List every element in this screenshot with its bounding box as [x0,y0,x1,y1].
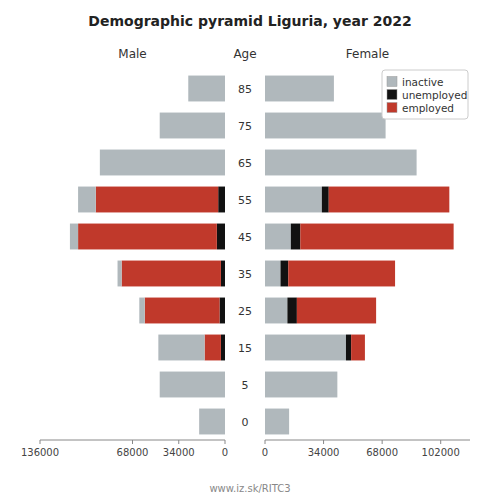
bar-segment [265,76,334,102]
tick-mark [40,440,41,444]
bar-segment [220,298,225,324]
chart: Demographic pyramid Liguria, year 2022 Ag… [0,0,500,500]
bar-segment [300,224,453,250]
bar-segment [289,409,290,435]
panel-header: Male [118,47,146,61]
bar-segment [265,187,322,213]
legend-swatch [387,77,397,87]
category-label: 65 [238,157,252,170]
tick-mark [382,440,383,444]
bar-segment [291,224,300,250]
bar-segment [329,187,450,213]
bar-segment [297,298,376,324]
bar-segment [265,261,281,287]
bar-segment [289,409,290,435]
bar-segment [221,261,225,287]
tick-mark [178,440,179,444]
bar-segment [265,409,289,435]
bar-segment [139,298,144,324]
bar-segment [337,372,338,398]
tick-mark [132,440,133,444]
bar-segment [265,335,346,361]
category-label: 35 [238,268,252,281]
legend-label: inactive [402,76,444,88]
center-header: Age [233,47,256,61]
bar-segment [281,261,289,287]
bar-segment [333,76,334,102]
bar-segment [221,335,225,361]
category-label: 0 [242,416,249,429]
tick-mark [440,440,441,444]
bar-segment [158,335,204,361]
bar-segment [265,113,386,139]
bar-segment [70,224,78,250]
bar-segment [160,113,225,139]
legend-label: employed [402,102,454,114]
bar-segment [288,261,395,287]
tick-mark [265,440,266,444]
bar-segment [265,372,337,398]
bar-segment [333,76,334,102]
tick-label: 136000 [21,447,59,458]
bar-segment [346,335,351,361]
tick-mark [225,440,226,444]
bar-segment [265,224,291,250]
bar-segment [188,76,225,102]
category-label: 5 [242,379,249,392]
bar-segment [351,335,365,361]
bar-segment [118,261,122,287]
legend-frame [382,70,468,119]
panel-header: Female [346,47,389,61]
category-label: 15 [238,342,252,355]
tick-label: 0 [222,447,228,458]
bar-segment [337,372,338,398]
tick-mark [323,440,324,444]
x-axis-line [265,440,470,441]
tick-label: 34000 [163,447,195,458]
tick-label: 102000 [422,447,460,458]
tick-label: 0 [262,447,268,458]
tick-label: 34000 [308,447,340,458]
tick-label: 68000 [366,447,398,458]
legend-swatch [387,90,397,100]
bar-segment [265,150,417,176]
category-label: 45 [238,231,252,244]
caption: www.iz.sk/RITC3 [209,483,290,494]
bar-segment [416,150,417,176]
bar-segment [199,409,225,435]
bar-segment [322,187,329,213]
bar-segment [78,224,217,250]
title: Demographic pyramid Liguria, year 2022 [88,13,411,29]
bar-segment [100,150,225,176]
bar-segment [217,224,225,250]
tick-label: 68000 [117,447,149,458]
bars [265,76,454,435]
legend-swatch [387,103,397,113]
legend: inactiveunemployedemployed [382,70,468,119]
category-label: 85 [238,83,252,96]
category-label: 55 [238,194,252,207]
bar-segment [96,187,218,213]
bars [70,76,225,435]
bar-segment [287,298,296,324]
bar-segment [218,187,225,213]
legend-label: unemployed [402,89,467,101]
category-label: 75 [238,120,252,133]
bar-segment [205,335,221,361]
bar-segment [416,150,417,176]
bar-segment [145,298,220,324]
bar-segment [160,372,225,398]
bar-segment [78,187,96,213]
bar-segment [122,261,221,287]
category-label: 25 [238,305,252,318]
bar-segment [265,298,287,324]
